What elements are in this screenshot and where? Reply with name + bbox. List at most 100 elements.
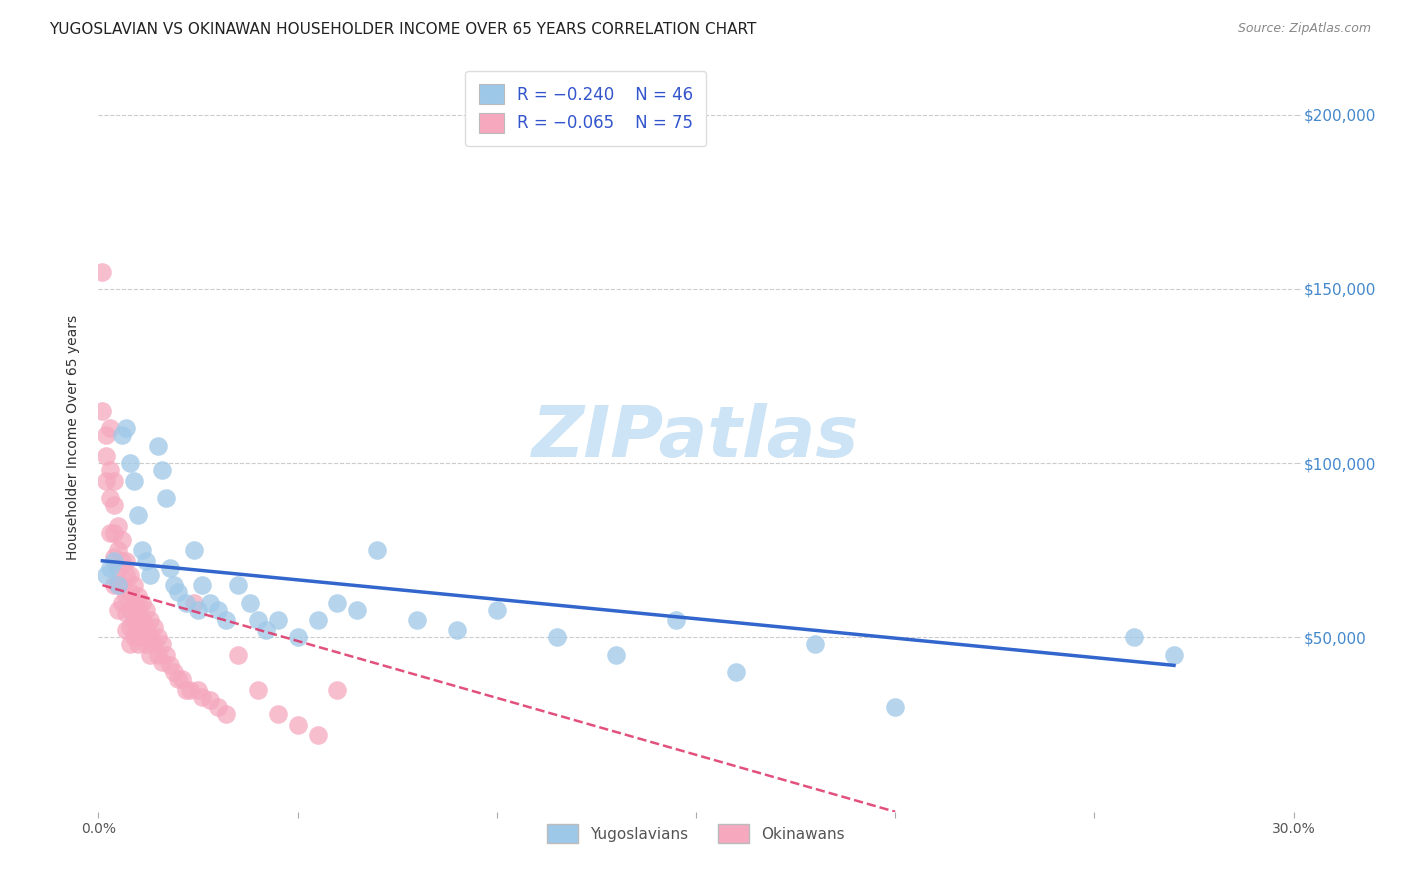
Point [1163,648,1185,662]
Point [665,613,688,627]
Point [127,637,149,651]
Point [148,631,170,645]
Point [366,543,388,558]
Point [103,554,125,568]
Point [107,578,129,592]
Point [120,567,142,582]
Point [287,631,309,645]
Point [115,624,138,638]
Point [96,567,118,582]
Point [103,550,125,565]
Point [187,682,209,697]
Point [98,561,122,575]
Point [131,543,153,558]
Point [155,491,177,505]
Text: ZIPatlas: ZIPatlas [533,402,859,472]
Point [267,707,290,722]
Point [198,693,221,707]
Point [115,606,138,620]
Point [215,707,238,722]
Point [159,658,181,673]
Point [120,602,142,616]
Point [103,474,125,488]
Point [120,637,142,651]
Point [131,613,153,627]
Point [107,561,129,575]
Point [139,648,162,662]
Point [98,525,122,540]
Point [96,474,118,488]
Point [139,567,162,582]
Point [485,602,508,616]
Point [267,613,290,627]
Point [150,655,173,669]
Point [207,602,229,616]
Point [103,578,125,592]
Point [115,554,138,568]
Point [226,578,249,592]
Y-axis label: Householder Income Over 65 years: Householder Income Over 65 years [66,315,80,559]
Point [127,602,149,616]
Point [91,404,114,418]
Point [131,596,153,610]
Point [120,585,142,599]
Point [446,624,468,638]
Legend: Yugoslavians, Okinawans: Yugoslavians, Okinawans [541,818,851,849]
Point [111,428,134,442]
Point [159,561,181,575]
Point [307,728,329,742]
Point [150,463,173,477]
Point [124,474,146,488]
Point [111,596,134,610]
Point [187,602,209,616]
Point [215,613,238,627]
Point [191,690,214,704]
Point [98,421,122,435]
Point [107,543,129,558]
Point [127,589,149,603]
Point [124,596,146,610]
Point [163,665,186,680]
Point [207,700,229,714]
Point [111,533,134,547]
Point [172,673,194,687]
Point [111,554,134,568]
Point [198,596,221,610]
Point [135,602,157,616]
Point [724,665,747,680]
Point [1123,631,1146,645]
Point [96,428,118,442]
Point [150,637,173,651]
Point [307,613,329,627]
Point [546,631,568,645]
Point [174,682,197,697]
Point [135,620,157,634]
Point [179,682,201,697]
Point [239,596,262,610]
Point [254,624,277,638]
Point [884,700,907,714]
Point [167,673,190,687]
Point [103,525,125,540]
Point [143,637,166,651]
Point [148,648,170,662]
Point [148,439,170,453]
Point [326,596,349,610]
Point [124,578,146,592]
Text: YUGOSLAVIAN VS OKINAWAN HOUSEHOLDER INCOME OVER 65 YEARS CORRELATION CHART: YUGOSLAVIAN VS OKINAWAN HOUSEHOLDER INCO… [49,22,756,37]
Point [96,449,118,463]
Point [103,498,125,512]
Point [135,554,157,568]
Point [91,264,114,278]
Point [115,589,138,603]
Point [115,567,138,582]
Point [107,519,129,533]
Point [226,648,249,662]
Point [98,491,122,505]
Point [174,596,197,610]
Point [98,463,122,477]
Point [191,578,214,592]
Point [183,596,205,610]
Point [143,620,166,634]
Point [107,578,129,592]
